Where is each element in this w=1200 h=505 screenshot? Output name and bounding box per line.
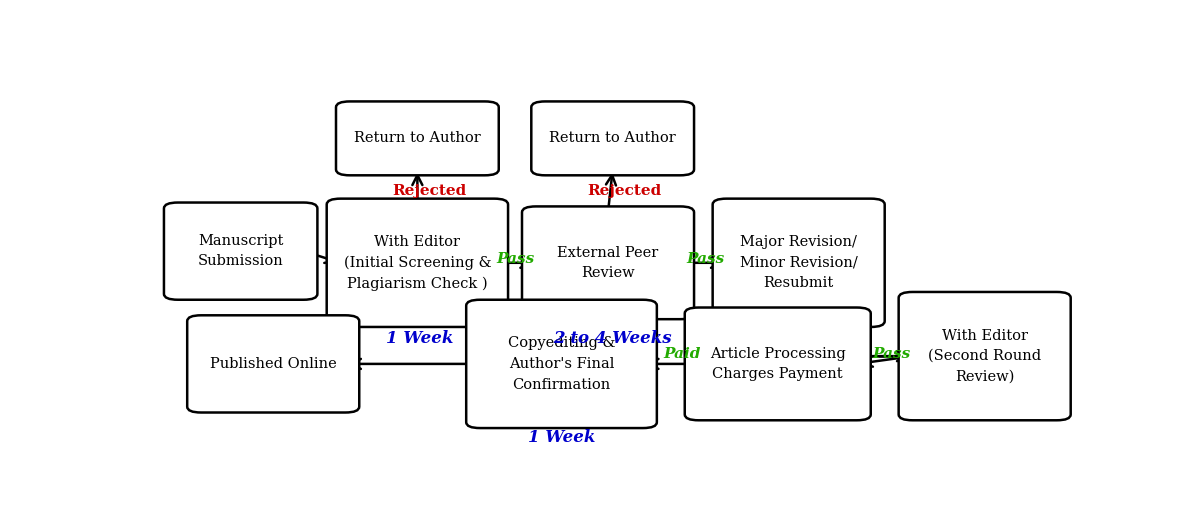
FancyBboxPatch shape bbox=[164, 203, 317, 300]
FancyBboxPatch shape bbox=[522, 207, 694, 319]
FancyBboxPatch shape bbox=[713, 198, 884, 327]
Text: 2 to 4 Weeks: 2 to 4 Weeks bbox=[553, 330, 672, 347]
Text: Return to Author: Return to Author bbox=[354, 131, 481, 145]
Text: 1 Week: 1 Week bbox=[386, 330, 454, 347]
Text: Paid: Paid bbox=[664, 347, 701, 361]
Text: With Editor
(Second Round
Review): With Editor (Second Round Review) bbox=[928, 329, 1042, 384]
FancyBboxPatch shape bbox=[899, 292, 1070, 420]
Text: With Editor
(Initial Screening &
Plagiarism Check ): With Editor (Initial Screening & Plagiar… bbox=[343, 235, 491, 291]
Text: Pass: Pass bbox=[872, 347, 911, 361]
FancyBboxPatch shape bbox=[685, 308, 871, 420]
Text: Pass: Pass bbox=[686, 252, 725, 266]
Text: Rejected: Rejected bbox=[392, 184, 466, 198]
Text: Major Revision/
Minor Revision/
Resubmit: Major Revision/ Minor Revision/ Resubmit bbox=[739, 235, 858, 290]
FancyBboxPatch shape bbox=[336, 102, 499, 175]
FancyBboxPatch shape bbox=[466, 300, 656, 428]
FancyBboxPatch shape bbox=[532, 102, 694, 175]
Text: Rejected: Rejected bbox=[587, 184, 661, 198]
Text: Manuscript
Submission: Manuscript Submission bbox=[198, 234, 283, 269]
Text: 1 Week: 1 Week bbox=[528, 429, 595, 446]
Text: Copyediting &
Author's Final
Confirmation: Copyediting & Author's Final Confirmatio… bbox=[508, 336, 616, 391]
FancyBboxPatch shape bbox=[326, 198, 508, 327]
Text: Article Processing
Charges Payment: Article Processing Charges Payment bbox=[710, 346, 846, 381]
Text: Return to Author: Return to Author bbox=[550, 131, 676, 145]
FancyBboxPatch shape bbox=[187, 315, 359, 413]
Text: External Peer
Review: External Peer Review bbox=[557, 245, 659, 280]
Text: Pass: Pass bbox=[497, 252, 535, 266]
Text: Published Online: Published Online bbox=[210, 357, 336, 371]
